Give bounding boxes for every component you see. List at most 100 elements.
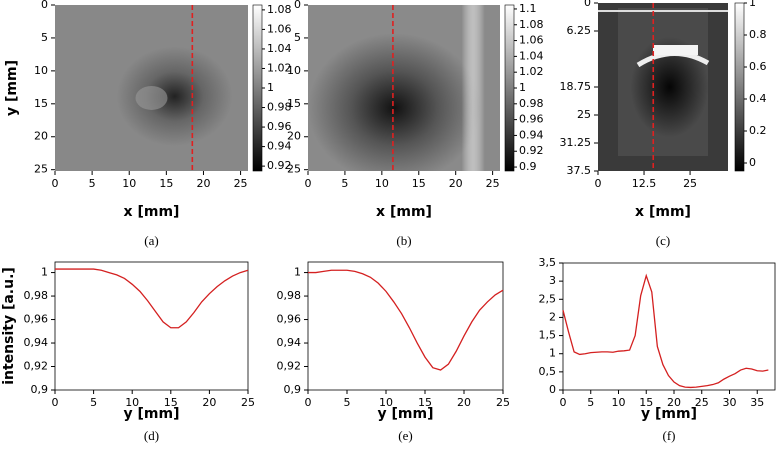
y-tick-label: 15 (287, 97, 301, 110)
colorbar-tick-label: 0.6 (749, 60, 767, 73)
y-tick-label: 2 (549, 310, 556, 323)
colorbar-tick-label: 0.96 (519, 113, 544, 126)
y-tick-label: 20 (287, 130, 301, 143)
colorbar-tick-label: 1.08 (267, 3, 292, 16)
y-tick-label: 37.5 (567, 164, 592, 177)
x-tick-label: 5 (89, 177, 96, 190)
x-tick-label: 10 (122, 177, 136, 190)
panel-caption: (b) (396, 233, 411, 248)
x-tick-label: 25 (241, 396, 255, 409)
colorbar-tick-label: 0 (749, 156, 756, 169)
y-tick-label: 0,92 (277, 360, 302, 373)
colorbar-tick-label: 1.04 (519, 49, 544, 62)
colorbar (734, 2, 745, 172)
y-tick-label: 31.25 (560, 136, 592, 149)
x-tick-label: 35 (750, 396, 764, 409)
image-feature (135, 85, 168, 110)
colorbar-tick-label: 1 (749, 0, 756, 9)
colorbar (252, 4, 263, 172)
x-axis-label: y [mm] (641, 406, 697, 422)
x-axis-label: x [mm] (635, 204, 691, 220)
y-tick-label: 0,98 (24, 289, 49, 302)
colorbar-tick-label: 0.4 (749, 92, 767, 105)
y-tick-label: 3 (549, 274, 556, 287)
y-tick-label: 0,5 (539, 365, 557, 378)
x-tick-label: 15 (418, 396, 432, 409)
y-tick-label: 1 (549, 347, 556, 360)
y-tick-label: 0 (41, 0, 48, 11)
x-tick-label: 5 (90, 396, 97, 409)
x-tick-label: 5 (587, 396, 594, 409)
y-tick-label: 25 (34, 163, 48, 176)
y-tick-label: 0,9 (31, 383, 49, 396)
x-tick-label: 25 (234, 177, 248, 190)
y-tick-label: 1 (41, 266, 48, 279)
x-tick-label: 0 (52, 177, 59, 190)
colorbar (504, 4, 515, 172)
y-tick-label: 2,5 (539, 292, 557, 305)
x-tick-label: 15 (164, 396, 178, 409)
y-axis-label: intensity [a.u.] (1, 267, 17, 385)
colorbar-tick-label: 0.94 (267, 140, 292, 153)
x-tick-label: 5 (344, 396, 351, 409)
y-tick-label: 0,98 (277, 289, 302, 302)
y-tick-label: 0,92 (24, 360, 49, 373)
y-tick-label: 3,5 (539, 256, 557, 269)
y-tick-label: 5 (294, 31, 301, 44)
x-tick-label: 25 (486, 177, 500, 190)
colorbar-tick-label: 0.94 (519, 128, 544, 141)
colorbar-tick-label: 1.08 (519, 18, 544, 31)
plot-frame (307, 261, 504, 391)
x-tick-label: 5 (341, 177, 348, 190)
y-axis-label: y [mm] (4, 60, 20, 116)
line-series (55, 268, 249, 329)
y-tick-label: 10 (287, 64, 301, 77)
colorbar-tick-label: 0.9 (519, 160, 537, 173)
x-tick-label: 12.5 (632, 177, 657, 190)
colorbar-tick-label: 1 (267, 81, 274, 94)
colorbar-tick-label: 1.02 (267, 61, 292, 74)
y-tick-label: 0,94 (277, 336, 302, 349)
colorbar-tick-label: 0.96 (267, 120, 292, 133)
y-tick-label: 10 (34, 64, 48, 77)
image-feature (653, 45, 698, 55)
y-tick-label: 0 (294, 0, 301, 11)
x-axis-label: x [mm] (376, 204, 432, 220)
panel-caption: (c) (656, 233, 670, 248)
y-tick-label: 25 (577, 108, 591, 121)
x-tick-label: 20 (667, 396, 681, 409)
x-tick-label: 10 (125, 396, 139, 409)
panel-caption: (e) (398, 428, 412, 443)
x-tick-label: 25 (496, 396, 510, 409)
colorbar-tick-label: 0.8 (749, 28, 767, 41)
x-tick-label: 20 (449, 177, 463, 190)
x-tick-label: 25 (695, 396, 709, 409)
colorbar-tick-label: 1.02 (519, 65, 544, 78)
x-tick-label: 30 (722, 396, 736, 409)
image-feature (461, 5, 485, 171)
x-tick-label: 15 (412, 177, 426, 190)
plot-frame (562, 262, 776, 391)
x-tick-label: 15 (639, 396, 653, 409)
image-feature (598, 3, 728, 171)
y-tick-label: 15 (34, 97, 48, 110)
y-tick-label: 1,5 (539, 329, 557, 342)
y-tick-label: 0 (584, 0, 591, 9)
x-tick-label: 0 (305, 396, 312, 409)
x-tick-label: 0 (560, 396, 567, 409)
colorbar-tick-label: 1.06 (519, 34, 544, 47)
panel-caption: (d) (144, 428, 159, 443)
x-tick-label: 20 (457, 396, 471, 409)
y-tick-label: 1 (294, 266, 301, 279)
x-tick-label: 0 (595, 177, 602, 190)
colorbar-tick-label: 0.98 (267, 101, 292, 114)
y-tick-label: 20 (34, 130, 48, 143)
colorbar-tick-label: 0.92 (267, 159, 292, 172)
x-tick-label: 20 (196, 177, 210, 190)
colorbar-tick-label: 1.04 (267, 42, 292, 55)
y-tick-label: 18.75 (560, 80, 592, 93)
colorbar-tick-label: 1.1 (519, 2, 537, 15)
y-tick-label: 0 (549, 383, 556, 396)
colorbar-tick-label: 0.2 (749, 124, 767, 137)
x-tick-label: 10 (611, 396, 625, 409)
